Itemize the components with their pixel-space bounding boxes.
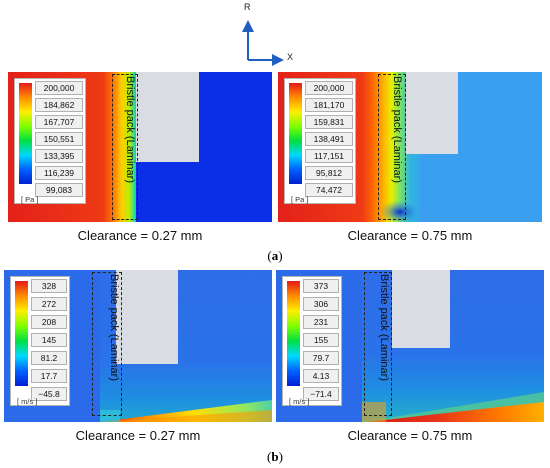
legend-tick: −71.4 <box>303 387 339 401</box>
bristle-pack-label: Bristle pack (Laminar) <box>108 274 120 381</box>
legend-tick: 116,239 <box>35 166 83 180</box>
legend-tick: 155 <box>303 333 339 347</box>
legend-tick: 79.7 <box>303 351 339 365</box>
bristle-pack-region <box>112 74 138 220</box>
bristle-pack-region <box>378 74 406 220</box>
caption-a-075: Clearance = 0.75 mm <box>347 228 473 243</box>
legend-unit: [ Pa ] <box>21 195 39 204</box>
legend-tick: 99,083 <box>35 183 83 197</box>
bristle-pack-label: Bristle pack (Laminar) <box>391 76 403 183</box>
legend-tick: 272 <box>31 297 67 311</box>
legend-tick: 306 <box>303 297 339 311</box>
legend-tick: 328 <box>31 279 67 293</box>
legend-tick: 208 <box>31 315 67 329</box>
subfigure-label-b: (b) <box>267 449 283 464</box>
colorbar <box>289 83 302 184</box>
bristle-pack-label: Bristle pack (Laminar) <box>378 274 390 381</box>
pressure-legend: 200,000 184,862 167,707 150,551 133,395 … <box>14 78 86 204</box>
velocity-legend: 373 306 231 155 79.7 4.13 −71.4 [ m/s ] <box>282 276 342 406</box>
legend-tick: 200,000 <box>35 81 83 95</box>
legend-tick: 81.2 <box>31 351 67 365</box>
legend-tick: 159,831 <box>305 115 353 129</box>
x-axis-label: X <box>287 52 294 62</box>
legend-tick: 231 <box>303 315 339 329</box>
legend-tick: −45.8 <box>31 387 67 401</box>
caption-a-027: Clearance = 0.27 mm <box>77 228 203 243</box>
legend-tick: 181,170 <box>305 98 353 112</box>
legend-tick: 184,862 <box>35 98 83 112</box>
caption-b-027: Clearance = 0.27 mm <box>75 428 201 443</box>
bristle-pack-region <box>92 272 122 416</box>
velocity-legend: 328 272 208 145 81.2 17.7 −45.8 [ m/s ] <box>10 276 70 406</box>
pressure-contour-panel-075: 200,000 181,170 159,831 138,491 117,151 … <box>278 72 542 222</box>
legend-unit: [ m/s ] <box>17 397 38 406</box>
pressure-contour-panel-027: 200,000 184,862 167,707 150,551 133,395 … <box>8 72 272 222</box>
legend-tick: 74,472 <box>305 183 353 197</box>
colorbar <box>19 83 32 184</box>
legend-tick: 133,395 <box>35 149 83 163</box>
legend-tick: 167,707 <box>35 115 83 129</box>
legend-tick: 17.7 <box>31 369 67 383</box>
colorbar <box>287 281 300 386</box>
r-axis-label: R <box>244 2 251 12</box>
coordinate-axes-icon <box>242 20 284 66</box>
legend-tick: 138,491 <box>305 132 353 146</box>
legend-tick: 200,000 <box>305 81 353 95</box>
legend-tick: 4.13 <box>303 369 339 383</box>
legend-tick: 373 <box>303 279 339 293</box>
legend-tick: 95,812 <box>305 166 353 180</box>
pressure-legend: 200,000 181,170 159,831 138,491 117,151 … <box>284 78 356 204</box>
subfigure-label-a: (a) <box>267 248 283 263</box>
legend-unit: [ m/s ] <box>289 397 310 406</box>
bristle-pack-label: Bristle pack (Laminar) <box>124 76 136 183</box>
colorbar <box>15 281 28 386</box>
legend-unit: [ Pa ] <box>291 195 309 204</box>
velocity-contour-panel-075: 373 306 231 155 79.7 4.13 −71.4 [ m/s ] … <box>276 270 544 422</box>
velocity-contour-panel-027: 328 272 208 145 81.2 17.7 −45.8 [ m/s ] … <box>4 270 272 422</box>
legend-tick: 117,151 <box>305 149 353 163</box>
legend-tick: 145 <box>31 333 67 347</box>
caption-b-075: Clearance = 0.75 mm <box>347 428 473 443</box>
bristle-pack-region <box>364 272 392 416</box>
legend-tick: 150,551 <box>35 132 83 146</box>
